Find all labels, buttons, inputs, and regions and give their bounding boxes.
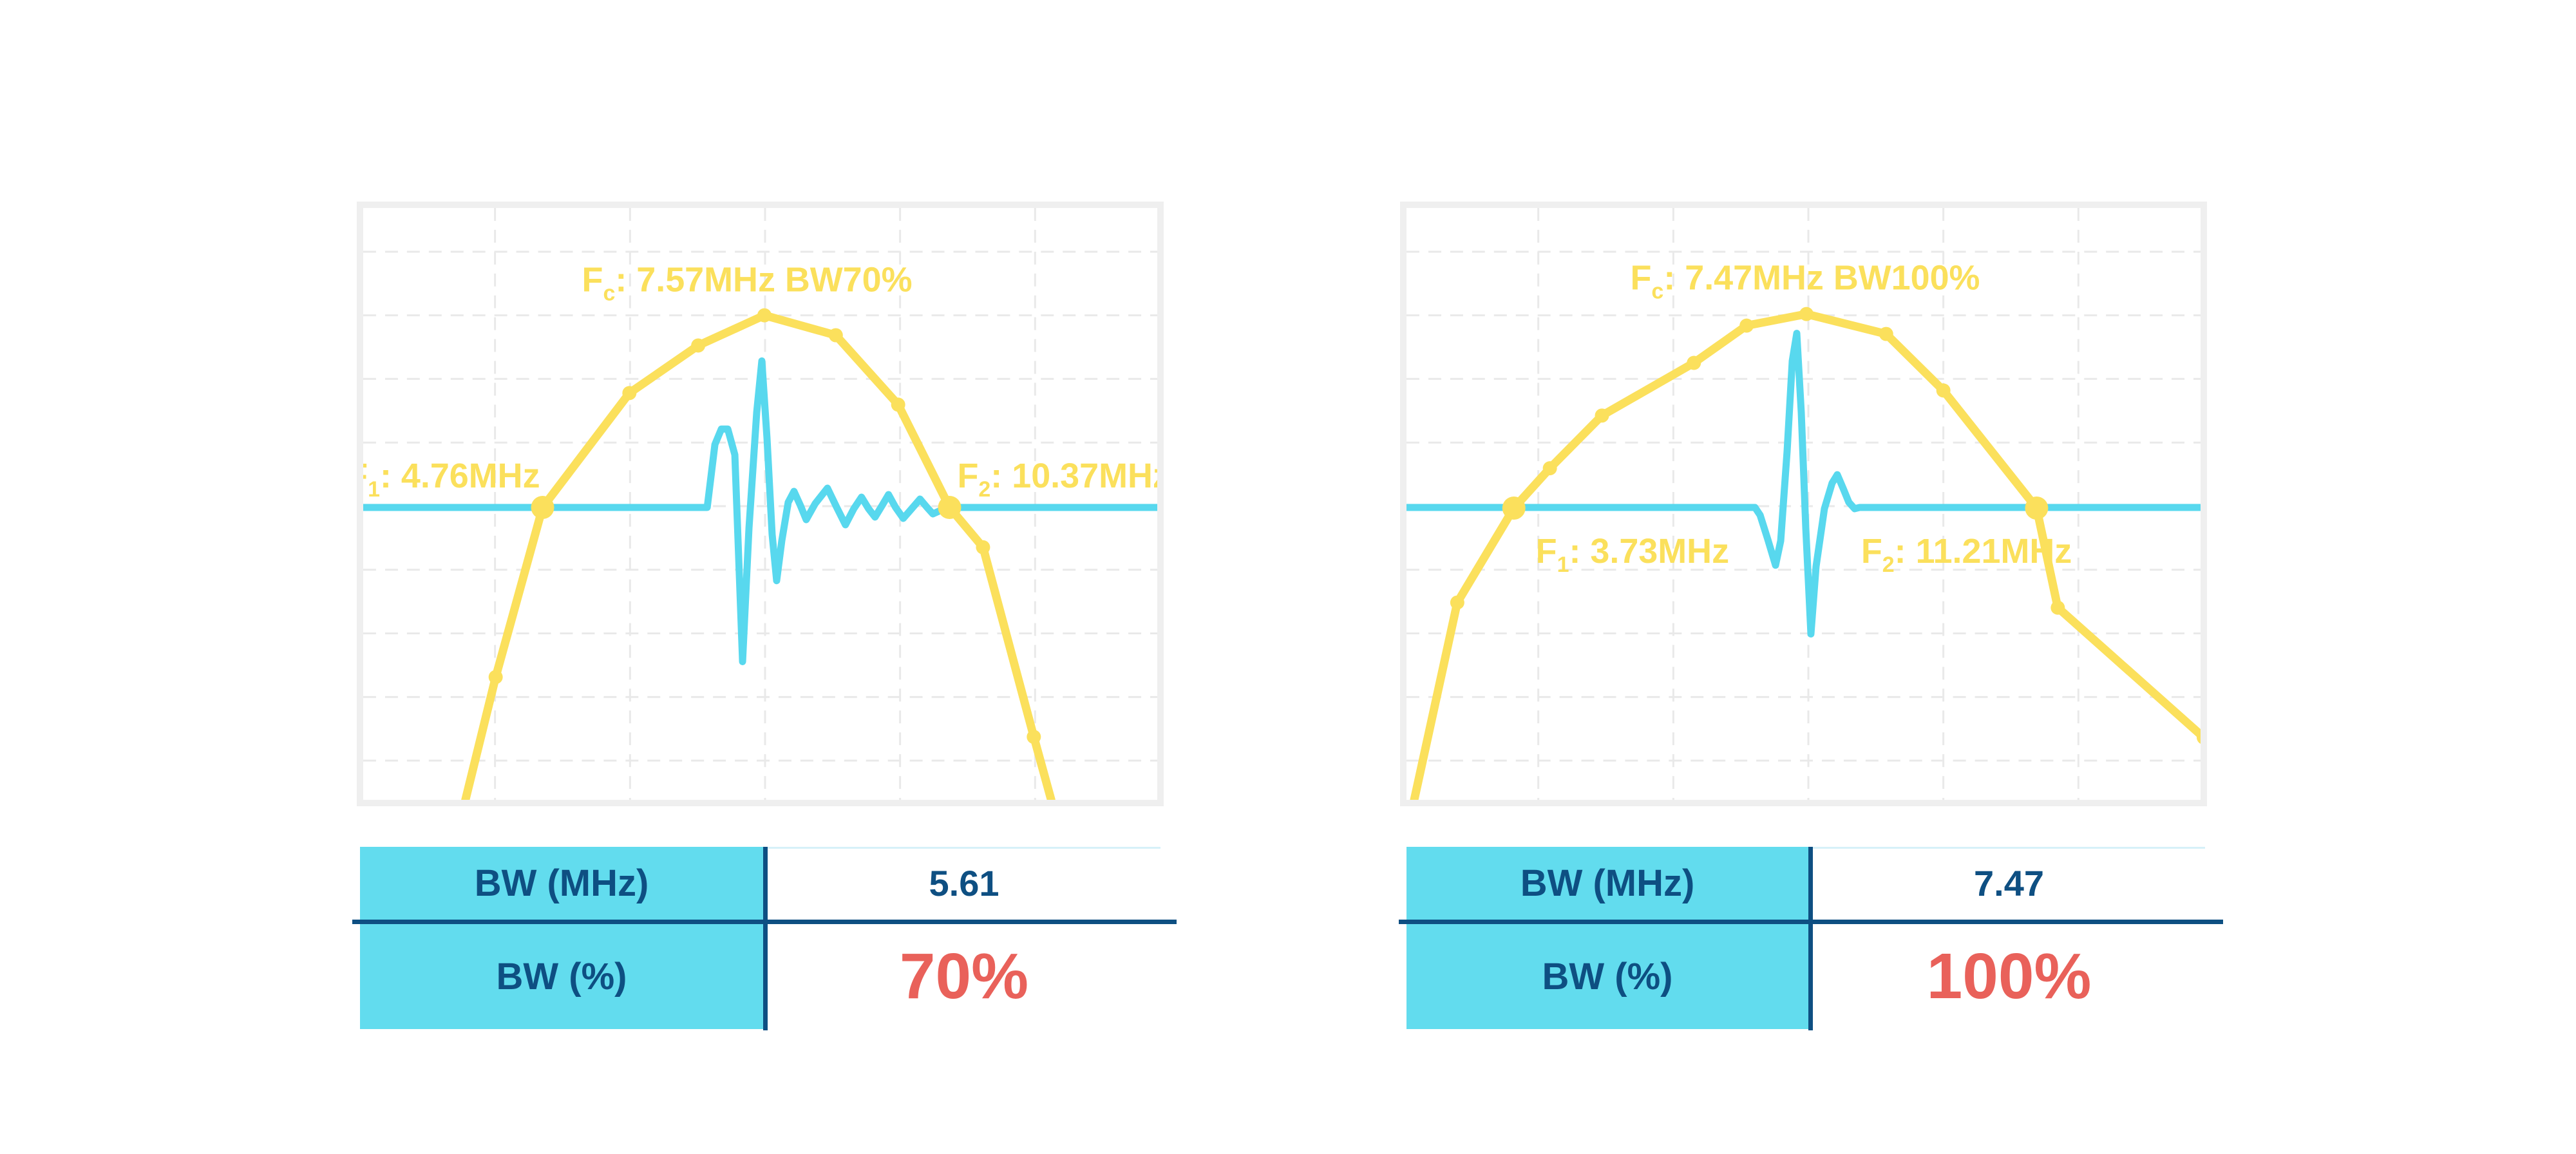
bw-pct-label: BW (%) [496, 956, 627, 998]
chart-panel-bw100: Fc: 7.47MHz BW100% F1: 3.73MHz F2: 11.21MH… [1400, 202, 2207, 806]
pulse-spectrum-chart-bw70: Fc: 7.57MHz BW70% F1: 4.76MHz F2: 10.37MHz [363, 208, 1157, 800]
f2-label: F2: 10.37MHz [958, 457, 1157, 502]
spectrum-curve [461, 311, 1056, 800]
bw-mhz-value: 7.47 [1974, 863, 2044, 903]
pulse-spectrum-chart-bw100: Fc: 7.47MHz BW100% F1: 3.73MHz F2: 11.21MH… [1406, 208, 2201, 800]
rf-pulse-waveform [1406, 330, 2201, 638]
f1-label: F1: 3.73MHz [1536, 532, 1729, 577]
table-header-column [1406, 847, 1808, 1029]
table-column-divider [1808, 847, 1813, 1030]
chart-panel-bw70: Fc: 7.57MHz BW70% F1: 4.76MHz F2: 10.37MHz [357, 202, 1164, 806]
spectrum-markers [488, 308, 1041, 744]
spectrum-markers [1450, 307, 2201, 744]
table-header-column [360, 847, 763, 1029]
center-frequency-label: Fc: 7.47MHz BW100% [1631, 259, 1980, 304]
bw-mhz-value: 5.61 [929, 863, 999, 903]
bw-mhz-label: BW (MHz) [474, 862, 649, 904]
bw-pct-label: BW (%) [1542, 956, 1673, 998]
bw-pct-value: 100% [1926, 940, 2092, 1012]
value-column-top-border [768, 847, 1160, 849]
table-column-divider [763, 847, 768, 1030]
f2-label: F2: 11.21MHz [1861, 532, 2072, 577]
center-frequency-label: Fc: 7.57MHz BW70% [582, 261, 913, 306]
bw-pct-value: 70% [899, 940, 1029, 1012]
value-column-top-border [1813, 847, 2205, 849]
bw-mhz-label: BW (MHz) [1520, 862, 1695, 904]
f1-label: F1: 4.76MHz [363, 457, 540, 502]
rf-pulse-waveform [363, 357, 1157, 665]
